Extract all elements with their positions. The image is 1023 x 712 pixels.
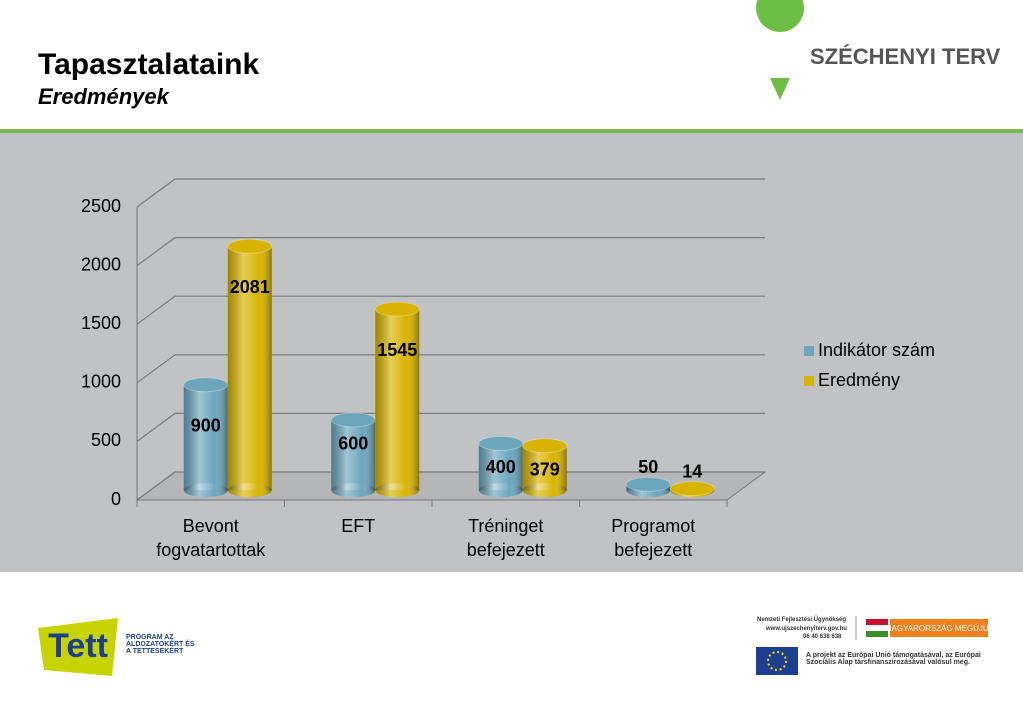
legend-swatch [804,376,814,386]
x-tick-label: EFT [341,516,376,536]
agency: Nemzeti Fejlesztési Ügynökség [757,617,847,623]
tett-text: PROGRAM AZ ÁLDOZATOKÉRT ÉS A TETTESEKÉRT [126,634,195,655]
cylinder-shade [478,443,523,491]
y-tick-label: 2000 [81,254,121,274]
value-label: 2081 [230,277,270,297]
subtitle: Eredmények [38,84,171,109]
grid-line [136,471,765,501]
value-label: 50 [638,457,658,477]
cylinder-shade [375,309,420,491]
header-rule [0,129,1023,133]
grid-line [136,354,765,384]
cylinder-top [669,481,715,497]
cylinder-shade [522,445,567,491]
cylinder-bottom-shade [183,483,228,498]
value-label: 379 [530,460,560,480]
cylinder-top [625,476,671,492]
x-tick-label: Tréninget befejezett [466,516,545,560]
title: Tapasztalataink [38,48,260,81]
cylinder-top [227,238,273,254]
eu-flag [756,647,798,675]
cylinder-shade [227,246,272,491]
value-label: 14 [682,461,702,481]
cylinder-top [522,438,568,454]
cylinder-top [330,412,376,428]
web: www.ujszechenyiterv.gov.hu [766,626,847,632]
cylinder-shade [331,419,376,491]
grid-line [136,237,765,267]
grid-line [136,295,765,325]
grid-line [136,178,765,208]
value-label: 600 [338,434,368,454]
slogan: MAGYARORSZÁG MEGÚJUL [885,624,994,633]
eu-text: A projekt az Európai Unió támogatásával,… [806,652,981,666]
slogan-bg [890,619,988,637]
value-label: 900 [191,415,221,435]
cylinder-bottom-shade [522,483,567,498]
cylinder-bottom-shade [331,483,376,498]
logo-pin [756,0,805,100]
cylinder-top [374,301,420,317]
hu-flag-white [866,625,888,631]
legend-swatch [804,346,814,356]
y-tick-label: 0 [111,489,121,509]
legend-label: Eredmény [818,370,900,390]
y-tick-label: 1500 [81,313,121,333]
logo-mark: ÚJ [767,44,793,68]
x-tick-label: Bevont fogvatartottak [156,516,266,560]
y-tick-label: 500 [91,430,121,450]
hu-flag-red [866,619,888,625]
cylinder-top [183,377,229,393]
cylinder-bottom-shade [375,483,420,498]
eu-stars [767,651,787,671]
hu-flag-green [866,631,888,637]
value-label: 400 [486,457,516,477]
cylinder-shade [183,384,228,491]
grid-line [136,412,765,442]
legend-label: Indikátor szám [818,340,935,360]
cylinder-top [478,435,524,451]
phone: 06 40 638 638 [803,634,842,640]
tett-logo: Tett [48,627,108,665]
logo-text: SZÉCHENYI TERV [810,44,1001,69]
tett-logo-bg [38,618,118,676]
value-label: 1545 [377,340,417,360]
cylinder-bottom-shade [478,483,523,498]
y-tick-label: 1000 [81,372,121,392]
cylinder-bottom-shade [227,483,272,498]
x-tick-label: Programot befejezett [611,516,696,560]
y-tick-label: 2500 [81,196,121,216]
